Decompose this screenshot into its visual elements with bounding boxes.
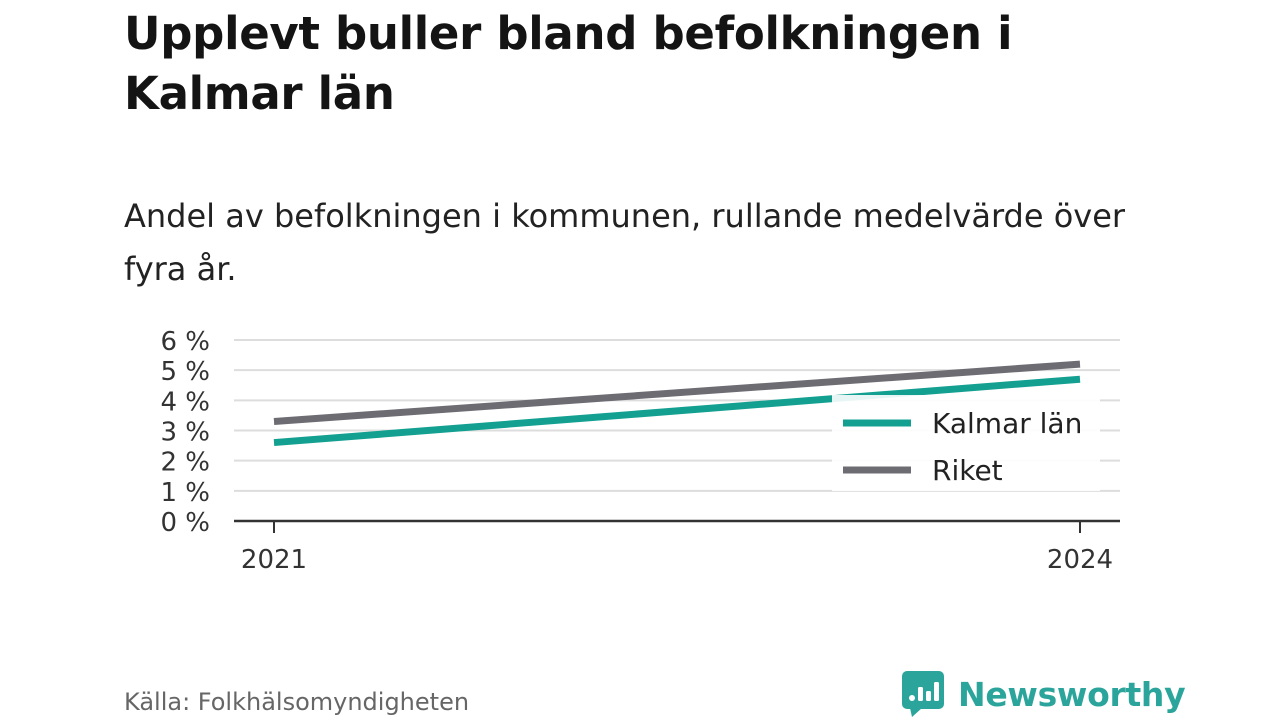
newsworthy-logo-icon (902, 671, 944, 717)
source-note: Källa: Folkhälsomyndigheten (124, 688, 470, 716)
y-tick-label: 1 % (160, 478, 210, 508)
x-tick-label: 2021 (241, 545, 307, 575)
legend-label: Riket (932, 454, 1003, 487)
chart-title: Upplevt buller bland befolkningen i Kalm… (124, 7, 1013, 120)
y-tick-label: 0 % (160, 508, 210, 538)
y-tick-label: 4 % (160, 387, 210, 417)
chart-subtitle: Andel av befolkningen i kommunen, rullan… (124, 197, 1126, 288)
y-tick-label: 2 % (160, 448, 210, 478)
series-line-1 (273, 375, 1081, 447)
x-tick-label: 2024 (1047, 545, 1113, 575)
legend-label: Kalmar län (932, 407, 1082, 440)
y-tick-label: 3 % (160, 418, 210, 448)
series-line-2 (273, 360, 1081, 425)
y-tick-label: 5 % (160, 357, 210, 387)
brand-name: Newsworthy (958, 674, 1186, 714)
brand-logo: Newsworthy (902, 670, 1186, 718)
legend-box (832, 395, 1100, 491)
y-tick-label: 6 % (160, 327, 210, 357)
